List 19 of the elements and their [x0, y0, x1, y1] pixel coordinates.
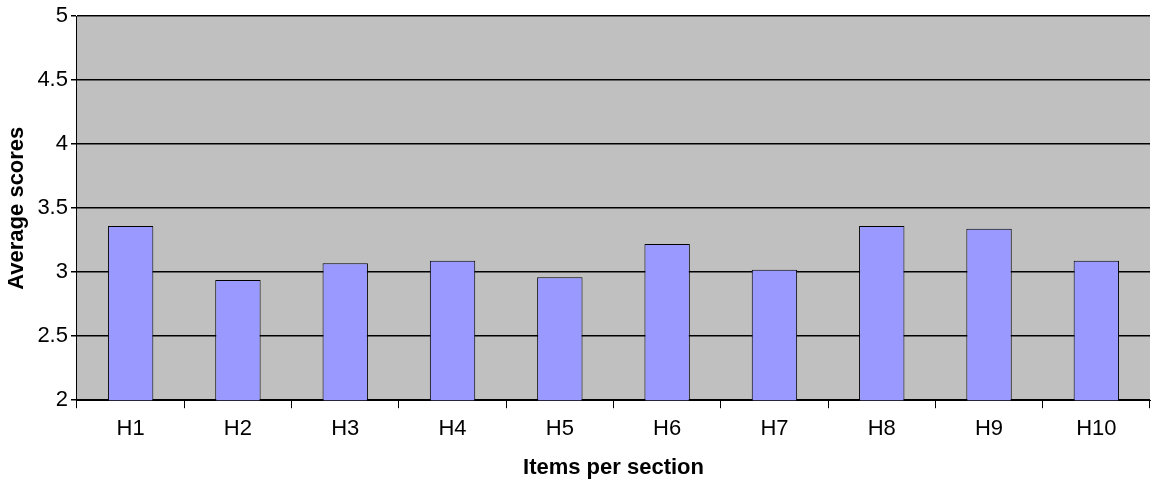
y-tick-label: 3.5: [37, 194, 68, 220]
x-tick-label: H3: [331, 415, 360, 441]
x-axis-title: Items per section: [523, 453, 704, 479]
x-tick-label: H10: [1076, 415, 1117, 441]
y-axis-title: Average scores: [3, 126, 29, 290]
x-tick-label: H4: [438, 415, 467, 441]
y-tick-label: 5: [55, 2, 68, 28]
x-tick-label: H7: [760, 415, 789, 441]
x-tick-label: H5: [545, 415, 574, 441]
x-tick-label: H8: [867, 415, 896, 441]
x-tick-label: H6: [653, 415, 682, 441]
y-tick-label: 2.5: [37, 322, 68, 348]
x-tick-label: H2: [223, 415, 252, 441]
x-tick-label: H1: [116, 415, 145, 441]
y-tick-label: 3: [55, 258, 68, 284]
y-tick-label: 2: [55, 386, 68, 412]
y-tick-label: 4.5: [37, 66, 68, 92]
y-tick-label: 4: [55, 130, 68, 156]
x-tick-label: H9: [974, 415, 1004, 441]
